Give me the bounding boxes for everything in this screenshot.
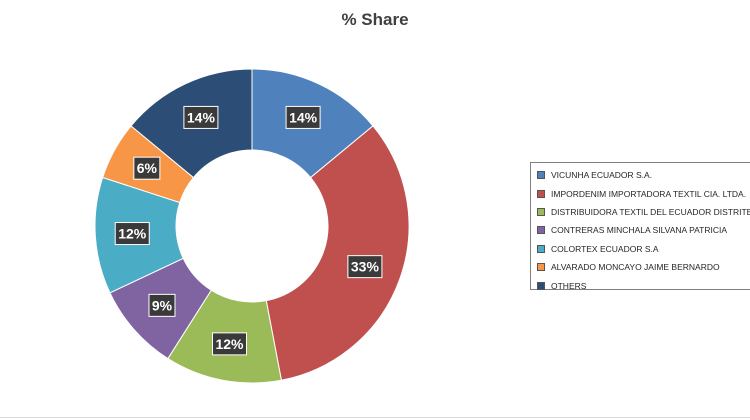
legend-swatch	[537, 207, 545, 216]
donut-slice	[265, 125, 410, 381]
legend-swatch	[537, 171, 545, 180]
legend-entry: ALVARADO MONCAYO JAIME BERNARDO	[537, 258, 750, 276]
data-label-box	[347, 255, 383, 279]
legend-label: OTHERS	[551, 280, 587, 291]
data-label-text: 12%	[118, 226, 147, 242]
data-label-box	[183, 105, 219, 129]
data-label-box	[114, 222, 150, 246]
data-label-box	[212, 332, 248, 356]
legend-swatch	[537, 244, 545, 253]
data-label-text: 9%	[152, 297, 173, 313]
data-label-text: 14%	[187, 109, 216, 125]
legend-swatch	[537, 281, 545, 290]
legend-swatch	[537, 263, 545, 272]
legend-label: VICUNHA ECUADOR S.A.	[551, 170, 653, 181]
legend-label: IMPORDENIM IMPORTADORA TEXTIL CIA. LTDA.	[551, 188, 747, 199]
data-label-box	[148, 293, 176, 317]
data-label: 9%	[148, 293, 176, 317]
data-label: 14%	[183, 105, 219, 129]
legend-swatch	[537, 226, 545, 235]
legend-label: ALVARADO MONCAYO JAIME BERNARDO	[551, 262, 720, 273]
legend-swatch	[537, 189, 545, 198]
data-label: 6%	[133, 156, 161, 180]
data-label: 12%	[114, 222, 150, 246]
legend-label: COLORTEX ECUADOR S.A	[551, 243, 659, 254]
chart-frame-border	[0, 417, 750, 418]
data-label-text: 14%	[289, 109, 318, 125]
data-label-box	[285, 105, 321, 129]
legend-entry: COLORTEX ECUADOR S.A	[537, 240, 750, 258]
data-label: 12%	[212, 332, 248, 356]
legend-entry: IMPORDENIM IMPORTADORA TEXTIL CIA. LTDA.	[537, 184, 750, 202]
data-label: 14%	[285, 105, 321, 129]
legend-entry: CONTRERAS MINCHALA SILVANA PATRICIA	[537, 221, 750, 239]
legend-label: CONTRERAS MINCHALA SILVANA PATRICIA	[551, 225, 728, 236]
data-label: 33%	[347, 255, 383, 279]
chart-title: % Share	[341, 10, 409, 29]
legend-entry: OTHERS	[537, 276, 750, 294]
legend: VICUNHA ECUADOR S.A. IMPORDENIM IMPORTADO…	[530, 162, 750, 291]
legend-label: DISTRIBUIDORA TEXTIL DEL ECUADOR DISTRIT…	[551, 206, 750, 217]
legend-entry: VICUNHA ECUADOR S.A.	[537, 166, 750, 184]
data-label-box	[133, 156, 161, 180]
data-label-text: 33%	[351, 259, 380, 275]
data-label-text: 6%	[137, 160, 158, 176]
legend-entry: DISTRIBUIDORA TEXTIL DEL ECUADOR DISTRIT…	[537, 203, 750, 221]
data-label-text: 12%	[215, 336, 244, 352]
